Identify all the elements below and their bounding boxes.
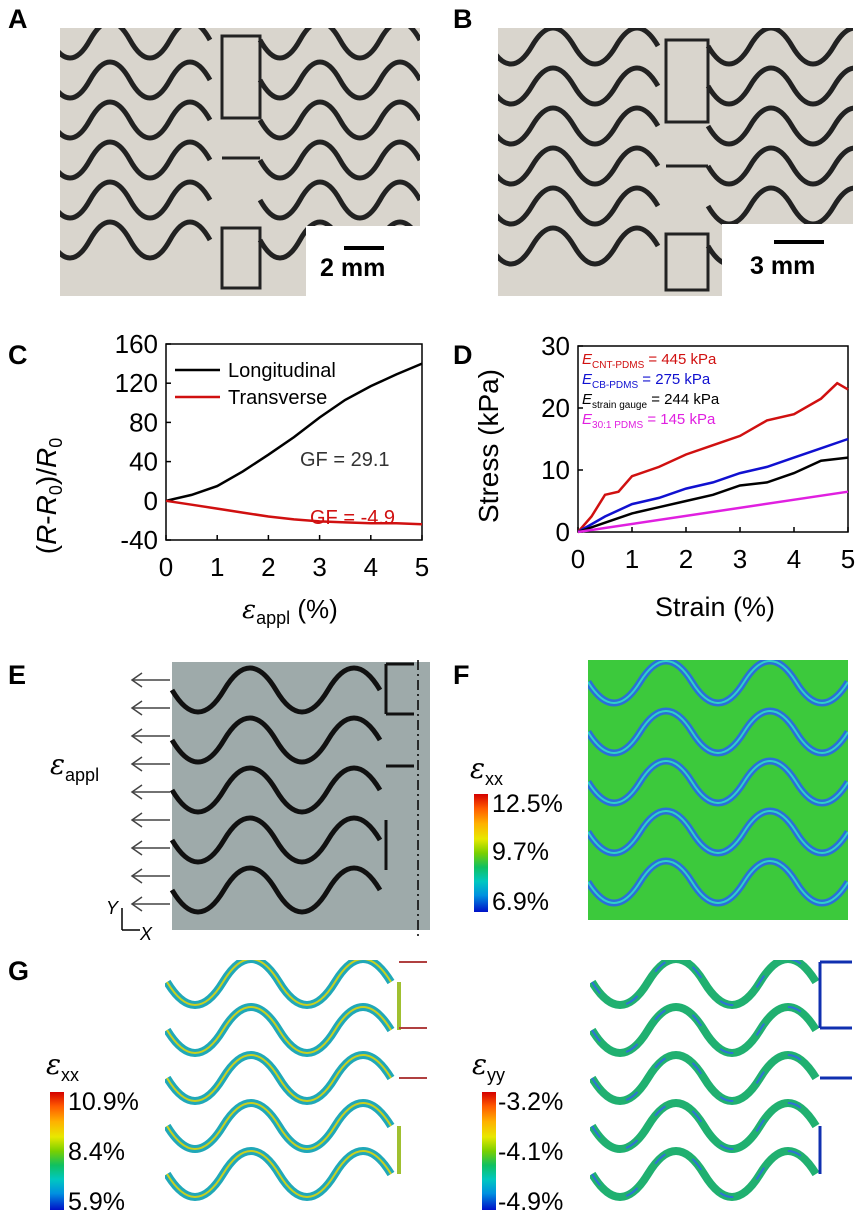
chart-d-frame (577, 345, 849, 533)
x-tick-label: 4 (787, 544, 801, 574)
applied-strain-arrows (130, 672, 170, 912)
y-tick-label: 160 (115, 329, 158, 359)
panel-label-d: D (453, 340, 473, 370)
photo-panel-a: 2 mm (60, 28, 420, 296)
x-tick-label: 3 (312, 552, 326, 582)
y-tick-label: 10 (541, 455, 570, 485)
panel-label-e: E (8, 660, 27, 690)
y-tick-label: 40 (129, 447, 158, 477)
y-tick-label: 120 (115, 368, 158, 398)
y-tick-label: 20 (541, 393, 570, 423)
serpentine-pattern-a (60, 28, 420, 290)
arrow-head (130, 812, 143, 828)
chart-c-frame (165, 343, 423, 541)
panel-label-b: B (453, 4, 473, 34)
legend-entry-d: E30:1 PDMS = 145 kPa (582, 411, 716, 431)
colorbar-g-left-min: 5.9% (68, 1188, 125, 1216)
panel-label-c: C (8, 340, 28, 370)
legend-entry-d: ECB-PDMS = 275 kPa (582, 371, 711, 391)
colorbar-g-right-min: -4.9% (498, 1188, 564, 1216)
arrow-head (130, 896, 143, 912)
axis-label-y: Y (106, 898, 119, 918)
scale-label-a: 2 mm (320, 254, 386, 282)
label-eps-xx-f: εxx (470, 752, 504, 789)
panel-label-g: G (8, 956, 30, 986)
legend-longitudinal: Longitudinal (228, 360, 336, 382)
chart-d-xlabel: Strain (%) (655, 592, 775, 622)
colorbar-g-right (482, 1092, 496, 1210)
colorbar-g-right-max: -3.2% (498, 1088, 564, 1116)
photo-panel-b: 3 mm (498, 28, 853, 296)
arrow-head (130, 700, 143, 716)
panel-e-schematic (121, 660, 430, 936)
strain-map-g-right (590, 960, 852, 1201)
strain-map-f (588, 660, 848, 920)
x-tick-label: 4 (364, 552, 378, 582)
model-domain-e (172, 662, 430, 930)
arrow-head (130, 728, 143, 744)
scale-box-b: 3 mm (722, 224, 853, 296)
colorbar-f-max: 12.5% (492, 790, 563, 818)
legend-entry-d: ECNT-PDMS = 445 kPa (582, 351, 717, 371)
series-line-cnt-pdms (577, 381, 849, 533)
y-tick-label: 0 (144, 486, 158, 516)
axis-label-x: X (140, 924, 153, 944)
series-line-cb-pdms (577, 437, 849, 534)
x-tick-label: 0 (159, 552, 173, 582)
colorbar-f-min: 6.9% (492, 888, 549, 916)
x-tick-label: 2 (261, 552, 275, 582)
legend-transverse: Transverse (228, 387, 327, 409)
scale-label-b: 3 mm (750, 252, 816, 280)
arrow-head (130, 756, 143, 772)
x-tick-label: 5 (841, 544, 855, 574)
label-eps-yy-g: εyy (472, 1048, 506, 1085)
series-line-transverse (165, 499, 423, 526)
colorbar-g-left (50, 1092, 64, 1210)
colorbar-f-mid: 9.7% (492, 838, 549, 866)
strain-map-g-left (165, 960, 427, 1201)
colorbar-g-right-mid: -4.1% (498, 1138, 564, 1166)
colorbar-g-left-mid: 8.4% (68, 1138, 125, 1166)
x-tick-label: 2 (679, 544, 693, 574)
scale-bar-a (344, 246, 384, 250)
x-tick-label: 5 (415, 552, 429, 582)
legend-entry-d: Estrain gauge = 244 kPa (582, 391, 720, 411)
y-tick-label: -40 (120, 525, 158, 555)
serpentine-pattern-b (498, 28, 853, 292)
scale-bar-b (774, 240, 824, 244)
x-tick-label: 1 (210, 552, 224, 582)
chart-d: 30 20 10 0 0 1 2 3 4 5 ECNT-PDMS = 445 kPaECB-PD… (473, 331, 855, 622)
label-eps-xx-g: εxx (46, 1048, 80, 1085)
series-line-longitudinal (165, 362, 423, 503)
label-eps-appl: εappl (50, 748, 100, 785)
chart-c-ylabel: (R-R0)/R0 (31, 438, 66, 555)
colorbar-g-left-max: 10.9% (68, 1088, 139, 1116)
scale-box-a: 2 mm (306, 226, 420, 296)
x-tick-label: 0 (571, 544, 585, 574)
arrow-head (130, 672, 143, 688)
y-tick-label: 80 (129, 407, 158, 437)
series-line-strain-gauge (577, 456, 849, 534)
panel-label-a: A (8, 4, 28, 34)
colorbar-f (474, 794, 488, 912)
y-tick-label: 30 (541, 331, 570, 361)
arrow-head (130, 840, 143, 856)
chart-d-ylabel: Stress (kPa) (473, 369, 504, 523)
annotation-gf-longitudinal: GF = 29.1 (300, 449, 390, 471)
y-tick-label: 0 (556, 517, 570, 547)
panel-label-f: F (453, 660, 470, 690)
arrow-head (130, 868, 143, 884)
serpentine-traces-e (169, 665, 383, 915)
annotation-gf-transverse: GF = -4.9 (310, 507, 395, 529)
x-tick-label: 3 (733, 544, 747, 574)
x-tick-label: 1 (625, 544, 639, 574)
chart-c-xlabel: εappl (%) (242, 594, 338, 628)
series-line-30-1-pdms (577, 490, 849, 534)
arrow-head (130, 784, 143, 800)
